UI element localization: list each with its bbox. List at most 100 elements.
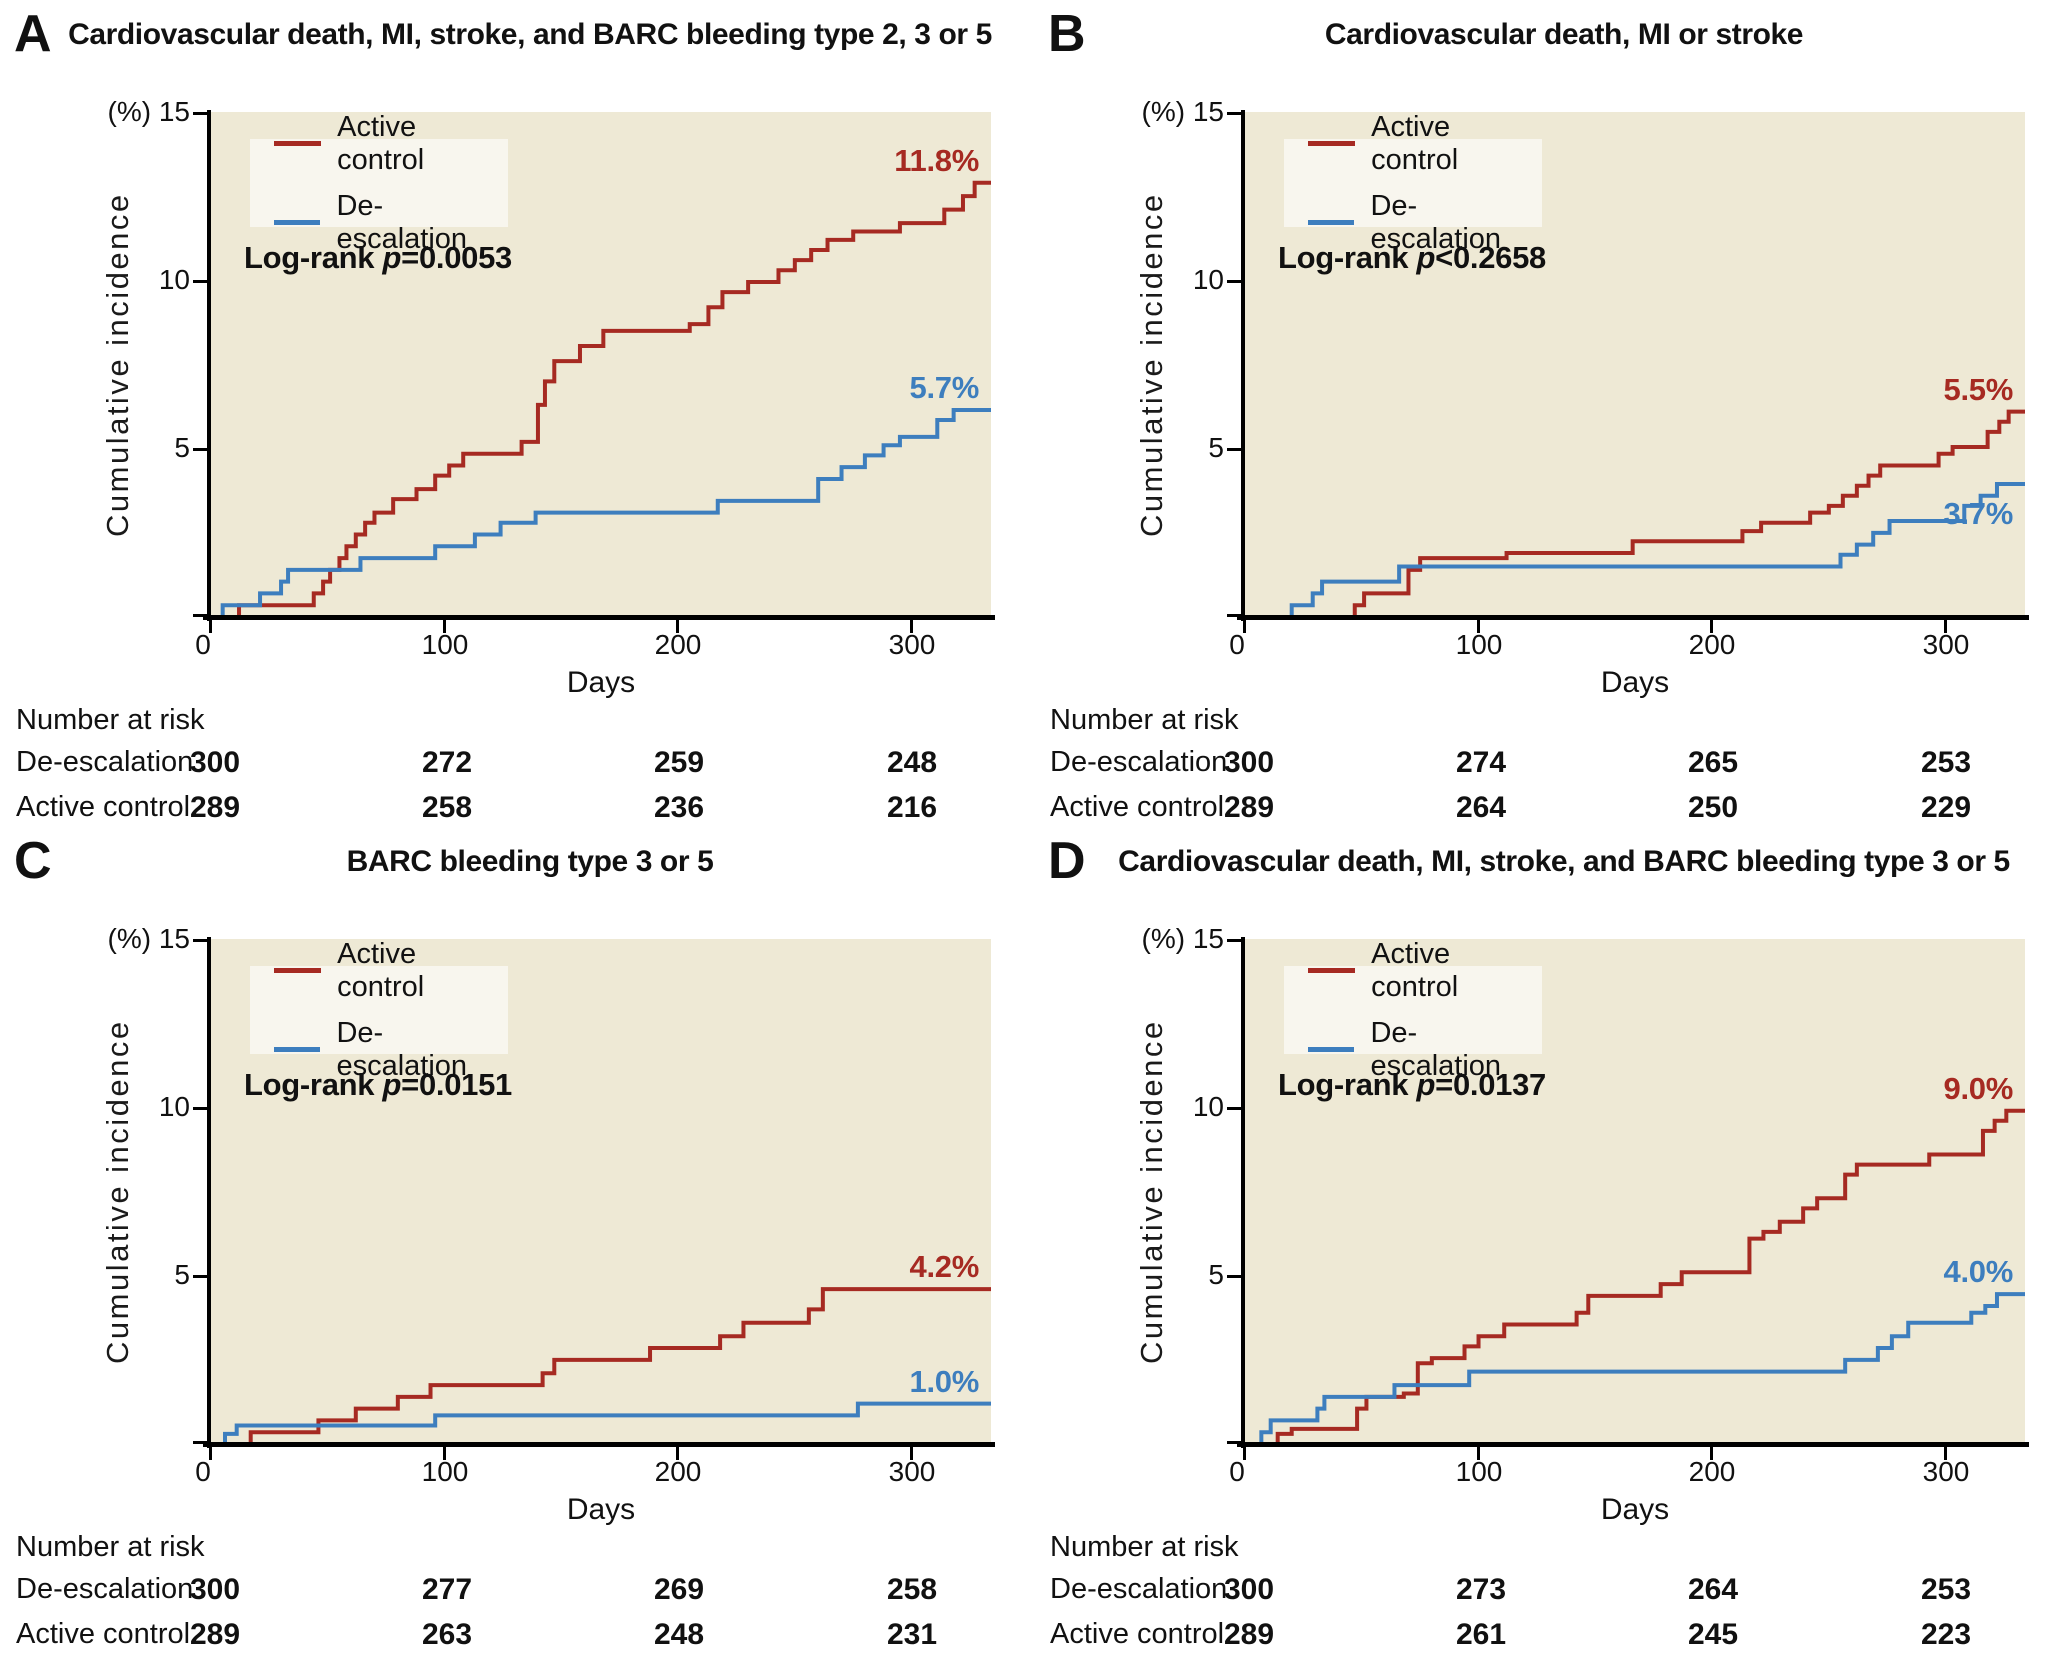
- risk-row-active-control: Active control 289 261 245 223: [1034, 1618, 2067, 1652]
- y-tick: [1227, 280, 1241, 283]
- risk-row-de-escalation: De-escalation 300 272 259 248: [0, 746, 1033, 780]
- x-tick-label-300: 300: [888, 1456, 936, 1487]
- risk-value: 248: [886, 746, 938, 779]
- panel-letter: C: [14, 832, 52, 890]
- de-escalation-curve: [1245, 1294, 2025, 1444]
- de-escalation-curve: [1245, 484, 2025, 617]
- panel-a: A Cardiovascular death, MI, stroke, and …: [0, 0, 1033, 827]
- risk-value: 300: [189, 1573, 241, 1606]
- y-tick: [1227, 1275, 1241, 1278]
- x-tick-label-200: 200: [654, 629, 702, 660]
- x-tick-label-100: 100: [1455, 629, 1503, 660]
- y-tick: [1227, 1107, 1241, 1110]
- panel-title: Cardiovascular death, MI, stroke, and BA…: [68, 18, 992, 51]
- x-tick-label-200: 200: [654, 1456, 702, 1487]
- risk-value: 277: [421, 1573, 473, 1606]
- x-tick: [1710, 620, 1713, 633]
- plot-area: Active control De-escalation Log-rank p<…: [1245, 111, 2025, 617]
- risk-row-active-control: Active control 289 258 236 216: [0, 791, 1033, 825]
- risk-value: 264: [1455, 791, 1507, 824]
- x-tick: [910, 620, 913, 633]
- risk-value: 236: [653, 791, 705, 824]
- x-axis-label: Days: [1600, 666, 1670, 699]
- y-axis-label: Cumulative incidence: [1134, 192, 1169, 537]
- risk-value: 272: [421, 746, 473, 779]
- risk-row-active-control: Active control 289 264 250 229: [1034, 791, 2067, 825]
- panel-title: BARC bleeding type 3 or 5: [346, 845, 714, 878]
- active-control-end-label: 4.2%: [909, 1249, 980, 1284]
- de-escalation-line-swatch: [1308, 220, 1355, 225]
- km-curves: [211, 112, 991, 617]
- legend-item-de-escalation: De-escalation: [274, 1017, 508, 1083]
- risk-value: 231: [886, 1618, 938, 1651]
- x-tick: [209, 1447, 212, 1460]
- number-at-risk-header: Number at risk: [1050, 1531, 1239, 1563]
- y-tick-label-5: 5: [1208, 1259, 1224, 1290]
- plot-area: Active control De-escalation Log-rank p=…: [211, 938, 991, 1444]
- y-axis-label: Cumulative incidence: [1134, 1019, 1169, 1364]
- y-tick-label-15: (%) 15: [1141, 96, 1224, 127]
- y-tick: [1227, 1441, 1241, 1444]
- x-axis: [203, 615, 995, 620]
- number-at-risk-header: Number at risk: [1050, 704, 1239, 736]
- legend: Active control De-escalation: [250, 938, 508, 1082]
- legend: Active control De-escalation: [250, 111, 508, 255]
- panel-letter: B: [1048, 5, 1086, 63]
- legend-label: Active control: [337, 110, 425, 176]
- x-tick-label-0: 0: [195, 629, 211, 660]
- active-control-line-swatch: [274, 141, 322, 146]
- y-tick: [1227, 614, 1241, 617]
- y-axis: [207, 110, 211, 621]
- y-tick-label-15: (%) 15: [1141, 923, 1224, 954]
- de-escalation-end-label: 5.7%: [909, 370, 980, 405]
- y-tick: [193, 280, 207, 283]
- panel-c: C BARC bleeding type 3 or 5 Cumulative i…: [0, 827, 1033, 1654]
- x-tick: [1477, 1447, 1480, 1460]
- panel-title: Cardiovascular death, MI or stroke: [1324, 18, 1804, 51]
- legend-item-de-escalation: De-escalation: [274, 190, 508, 256]
- p-symbol: p: [382, 1067, 402, 1102]
- risk-row-label: Active control: [16, 791, 191, 823]
- y-tick: [193, 939, 207, 942]
- x-axis-label: Days: [566, 1493, 636, 1526]
- active-control-end-label: 5.5%: [1943, 372, 2014, 407]
- legend: Active control De-escalation: [1284, 111, 1542, 255]
- plot-area: Active control De-escalation Log-rank p=…: [211, 111, 991, 617]
- risk-row-label: Active control: [16, 1618, 191, 1650]
- km-curves: [1245, 112, 2025, 617]
- y-tick: [1227, 112, 1241, 115]
- y-tick: [1227, 939, 1241, 942]
- legend-item-de-escalation: De-escalation: [1308, 190, 1542, 256]
- de-escalation-end-label: 1.0%: [909, 1364, 980, 1399]
- risk-row-label: Active control: [1050, 791, 1225, 823]
- x-axis: [203, 1442, 995, 1447]
- risk-value: 289: [189, 1618, 241, 1651]
- x-tick: [1243, 1447, 1246, 1460]
- y-tick-label-5: 5: [174, 432, 190, 463]
- x-tick-label-0: 0: [1229, 1456, 1245, 1487]
- legend-item-active-control: Active control: [274, 111, 508, 177]
- risk-row-de-escalation: De-escalation 300 273 264 253: [1034, 1573, 2067, 1607]
- de-escalation-line-swatch: [1308, 1047, 1355, 1052]
- p-symbol: p: [1416, 240, 1436, 275]
- y-tick: [193, 1107, 207, 1110]
- legend-label: De-escalation: [336, 1016, 468, 1082]
- panel-letter: A: [14, 5, 52, 63]
- active-control-end-label: 9.0%: [1943, 1071, 2014, 1106]
- de-escalation-line-swatch: [274, 220, 321, 225]
- plot-area: Active control De-escalation Log-rank p=…: [1245, 938, 2025, 1444]
- x-tick: [1944, 620, 1947, 633]
- risk-value: 248: [653, 1618, 705, 1651]
- risk-row-label: De-escalation: [16, 1573, 194, 1605]
- x-tick-label-0: 0: [195, 1456, 211, 1487]
- risk-value: 289: [189, 791, 241, 824]
- x-axis: [1237, 1442, 2029, 1447]
- legend-label: Active control: [337, 937, 425, 1003]
- panel-b: B Cardiovascular death, MI or stroke Cum…: [1034, 0, 2067, 827]
- y-axis: [1241, 110, 1245, 621]
- active-control-curve: [211, 1289, 991, 1444]
- risk-value: 265: [1687, 746, 1739, 779]
- de-escalation-curve: [211, 410, 991, 617]
- y-tick-label-10: 10: [158, 1091, 190, 1122]
- y-tick-label-5: 5: [174, 1259, 190, 1290]
